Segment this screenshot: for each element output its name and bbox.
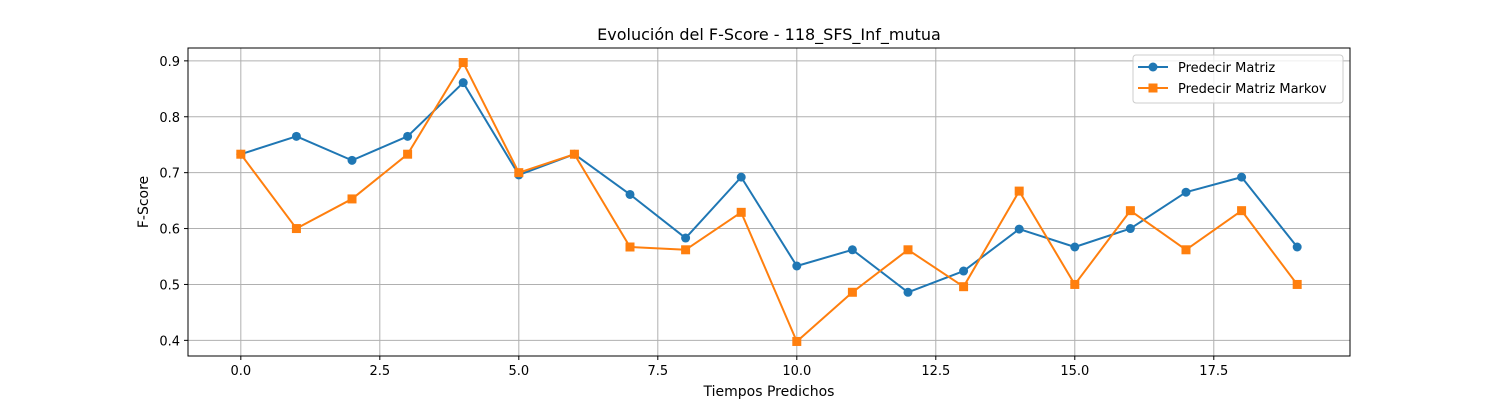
legend-label: Predecir Matriz Markov [1178,82,1327,97]
x-axis: 0.0 2.5 5.0 7.5 10.0 12.5 15.0 17.5 [230,356,1228,379]
data-point [1237,206,1247,216]
data-point [847,245,857,255]
data-point [236,149,246,159]
data-point [1125,206,1135,216]
x-tick-label: 15.0 [1060,364,1089,379]
data-point [1181,245,1191,255]
data-point [1292,279,1302,289]
data-point [403,149,413,159]
data-point [1014,186,1024,196]
data-point [625,242,635,252]
series-line [240,81,1298,294]
y-tick-label: 0.7 [159,167,180,182]
data-point [1237,172,1247,182]
series-2 [236,58,1302,346]
data-point [681,233,691,243]
series-layer [236,58,1302,346]
legend-entry: Predecir Matriz [1138,61,1275,76]
data-point [347,155,357,165]
legend-box [1132,54,1344,104]
data-point [514,168,524,178]
series-1 [236,78,1302,297]
data-point [458,58,468,68]
data-point [847,287,857,297]
data-point [625,189,635,199]
legend-marker [1148,83,1158,93]
x-tick-label: 10.0 [782,364,811,379]
x-axis-label: Tiempos Predichos [703,384,835,400]
data-point [1292,242,1302,252]
data-point [569,149,579,159]
data-point [959,266,969,276]
data-point [1014,224,1024,234]
y-axis-label: F-Score [136,176,152,228]
x-tick-label: 2.5 [369,364,390,379]
series-line [240,61,1298,343]
y-tick-label: 0.9 [159,55,180,70]
data-point [792,261,802,271]
data-point [1181,187,1191,197]
y-tick-label: 0.8 [159,111,180,126]
data-point [1125,224,1135,234]
x-tick-label: 0.0 [230,364,251,379]
data-point [403,131,413,141]
legend-entry: Predecir Matriz Markov [1138,82,1327,97]
data-point [903,287,913,297]
data-point [1070,279,1080,289]
y-axis: 0.4 0.5 0.6 0.7 0.8 0.9 [159,55,188,349]
x-tick-label: 12.5 [921,364,950,379]
x-tick-label: 7.5 [647,364,668,379]
legend-marker [1148,62,1158,72]
y-tick-label: 0.6 [159,223,180,238]
x-tick-label: 5.0 [508,364,529,379]
legend: Predecir Matriz Predecir Matriz Markov [1132,54,1344,104]
data-point [458,78,468,88]
data-point [959,282,969,292]
plot-frame [187,47,1351,357]
y-tick-label: 0.4 [159,334,180,349]
data-point [792,336,802,346]
data-point [681,245,691,255]
data-point [736,172,746,182]
legend-label: Predecir Matriz [1178,61,1275,76]
data-point [736,207,746,217]
y-tick-label: 0.5 [159,278,180,293]
data-point [347,194,357,204]
x-tick-label: 17.5 [1199,364,1228,379]
data-point [1070,242,1080,252]
data-point [291,131,301,141]
data-point [291,224,301,234]
data-point [903,245,913,255]
chart-title: Evolución del F-Score - 118_SFS_Inf_mutu… [597,25,941,45]
